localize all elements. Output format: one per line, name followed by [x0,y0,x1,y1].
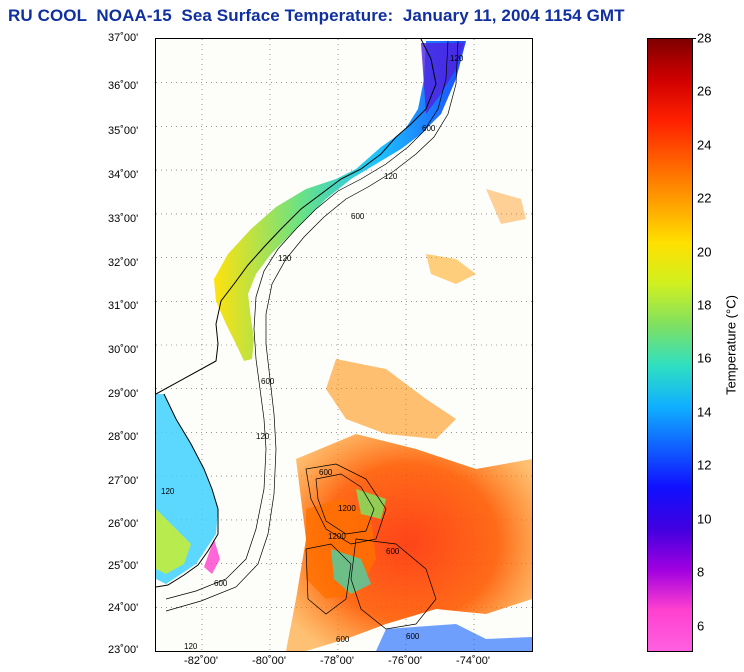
isobath-label: 600 [319,468,333,477]
colorbar-tick: 18 [697,297,712,313]
isobath-label: 600 [336,635,350,644]
isobath-label: 1200 [338,504,356,513]
colorbar-tick: 14 [697,404,712,420]
isobath-label: 600 [261,377,275,386]
isobath-label: 600 [214,579,228,588]
lon-label: -74˚00' [456,655,490,667]
isobath-600 [165,40,459,612]
lat-label: 29˚00' [108,388,139,400]
lat-label: 30˚00' [108,344,139,356]
colorbar-tick: 8 [697,564,705,580]
isobath-labels: 120 600 120 600 120 600 120 600 120 600 … [161,54,464,651]
colorbar-tick: 28 [697,30,712,46]
isobath-label: 120 [384,172,398,181]
lat-label: 37˚00' [108,32,139,44]
colorbar-tick: 20 [697,244,712,260]
lat-label: 23˚00' [108,644,139,656]
isobath-label: 120 [184,642,198,651]
lon-label: -76˚00' [388,655,422,667]
colorbar-tick: 24 [697,137,712,153]
lat-label: 36˚00' [108,80,139,92]
isobath-label: 600 [386,547,400,556]
lat-label: 24˚00' [108,602,139,614]
lat-label: 28˚00' [108,431,139,443]
colorbar-tick: 10 [697,511,712,527]
coastline [156,39,437,395]
lat-label: 35˚00' [108,125,139,137]
lat-label: 26˚00' [108,518,139,530]
lat-label: 32˚00' [108,257,139,269]
lat-label: 31˚00' [108,300,139,312]
lon-label: -80˚00' [252,655,286,667]
temperature-colorbar [647,38,693,652]
isobath-label: 600 [351,212,365,221]
colorbar-label: Temperature (°C) [723,295,739,395]
gulf-stream-warm [286,434,532,651]
colorbar-tick: 12 [697,457,712,473]
lon-label: -82˚00' [184,655,218,667]
isobath-label: 1200 [328,532,346,541]
colorbar-tick: 6 [697,618,705,634]
isobath-label: 600 [422,124,436,133]
lat-label: 33˚00' [108,213,139,225]
isobath-label: 120 [278,254,292,263]
lat-label: 27˚00' [108,475,139,487]
isobath-label: 120 [256,432,270,441]
colorbar-tick: 22 [697,190,712,206]
isobath-label: 120 [161,487,175,496]
lat-label: 25˚00' [108,560,139,572]
lon-label: -78˚00' [320,655,354,667]
map-title: RU COOL NOAA-15 Sea Surface Temperature:… [8,6,625,25]
colorbar-tick: 16 [697,350,712,366]
isobath-label: 600 [406,632,420,641]
isobath-120 [165,40,449,600]
sst-map-canvas: 120 600 120 600 120 600 120 600 120 600 … [156,39,532,651]
colorbar-tick: 26 [697,83,712,99]
sst-map[interactable]: 120 600 120 600 120 600 120 600 120 600 … [155,38,533,652]
isobath-label: 120 [450,54,464,63]
lat-label: 34˚00' [108,169,139,181]
